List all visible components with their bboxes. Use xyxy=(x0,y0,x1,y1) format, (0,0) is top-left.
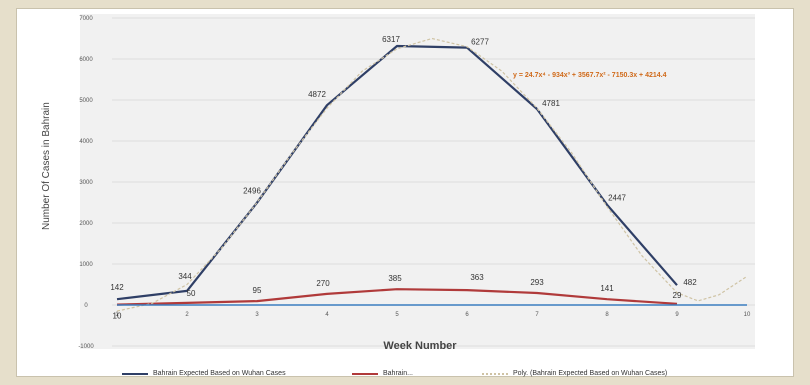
y-tick-label: -1000 xyxy=(78,344,94,350)
legend-item-bahrain: Bahrain... xyxy=(352,370,413,377)
y-tick-label: 6000 xyxy=(79,57,93,63)
x-tick-label: 1 xyxy=(115,312,119,318)
grid-lines xyxy=(112,17,755,347)
data-label-expected: 142 xyxy=(110,283,124,292)
x-tick-label: 3 xyxy=(255,312,259,318)
legend-item-poly: Poly. (Bahrain Expected Based on Wuhan C… xyxy=(482,370,667,377)
legend-label-poly: Poly. (Bahrain Expected Based on Wuhan C… xyxy=(513,370,668,377)
y-tick-label: 4000 xyxy=(79,139,93,145)
legend-label-expected: Bahrain Expected Based on Wuhan Cases xyxy=(153,370,286,377)
data-label-expected: 2496 xyxy=(243,187,261,196)
y-tick-label: 0 xyxy=(84,303,88,309)
y-tick-label: 3000 xyxy=(79,180,93,186)
y-tick-label: 7000 xyxy=(79,16,93,22)
data-label-expected: 344 xyxy=(178,272,192,281)
trendline-equation: y = 24.7x⁴ - 934x³ + 3567.7x² - 7150.3x … xyxy=(513,72,667,79)
y-tick-label: 1000 xyxy=(79,262,93,268)
data-label-bahrain: 270 xyxy=(316,279,330,288)
series-line-poly-trend xyxy=(116,37,748,312)
data-label-bahrain: 293 xyxy=(530,278,544,287)
x-tick-label: 4 xyxy=(325,312,329,318)
legend-swatch-poly xyxy=(482,372,508,375)
data-label-expected: 2447 xyxy=(608,194,626,203)
series-line-expected xyxy=(116,44,678,301)
data-label-expected: 4872 xyxy=(308,90,326,99)
data-label-bahrain: 50 xyxy=(187,289,196,298)
data-label-expected: 4781 xyxy=(542,99,560,108)
x-tick-label: 8 xyxy=(605,312,609,318)
data-label-expected: 6317 xyxy=(382,35,400,44)
legend-swatch-expected xyxy=(122,372,148,375)
x-axis-title: Week Number xyxy=(383,340,457,352)
x-tick-label: 2 xyxy=(185,312,189,318)
data-label-bahrain: 363 xyxy=(470,273,484,282)
y-tick-label: 5000 xyxy=(79,98,93,104)
data-label-bahrain: 385 xyxy=(388,274,402,283)
data-label-expected: 482 xyxy=(683,278,697,287)
data-label-bahrain: 141 xyxy=(600,284,614,293)
x-tick-label: 5 xyxy=(395,312,399,318)
y-axis-ticks: -1000 0 1000 2000 3000 4000 5000 6000 7000 xyxy=(78,16,94,350)
plot-area xyxy=(80,14,755,349)
x-tick-label: 9 xyxy=(675,312,679,318)
legend-item-expected: Bahrain Expected Based on Wuhan Cases xyxy=(122,370,286,377)
x-tick-label: 10 xyxy=(744,312,751,318)
data-label-expected: 6277 xyxy=(471,38,489,47)
series-lines xyxy=(116,37,748,312)
data-label-bahrain: 95 xyxy=(253,286,262,295)
y-axis-title: Number Of Cases in Bahrain xyxy=(41,102,52,230)
legend-label-bahrain: Bahrain... xyxy=(383,370,413,377)
x-tick-label: 6 xyxy=(465,312,469,318)
legend-swatch-bahrain xyxy=(352,372,378,375)
x-tick-label: 7 xyxy=(535,312,539,318)
data-label-bahrain: 29 xyxy=(673,291,682,300)
x-axis-ticks: 1 2 3 4 5 6 7 8 9 10 xyxy=(115,312,751,318)
data-label-bahrain: 10 xyxy=(113,312,122,321)
y-tick-label: 2000 xyxy=(79,221,93,227)
series-line-bahrain xyxy=(116,288,678,306)
legend: Bahrain Expected Based on Wuhan Cases Ba… xyxy=(0,363,810,381)
